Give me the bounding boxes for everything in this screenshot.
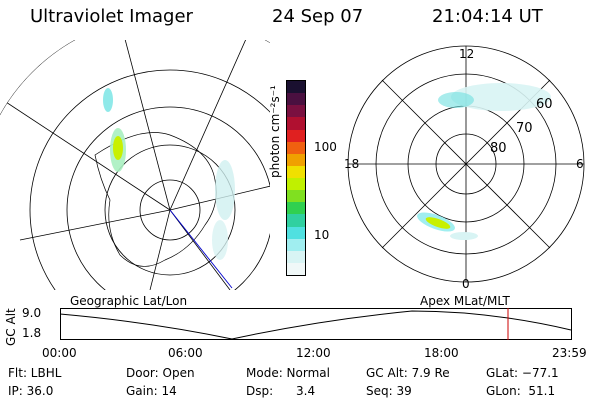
info-ip: IP: 36.0 — [8, 384, 54, 398]
colorbar-tick-100: 100 — [314, 140, 337, 154]
colorbar-segment — [287, 202, 305, 215]
info-glon: GLon: 51.1 — [486, 384, 556, 398]
lat-circle-60 — [66, 106, 270, 290]
colorbar-segment — [287, 190, 305, 203]
mlt-label-12: 12 — [459, 47, 474, 61]
altitude-ytick-low: 1.8 — [22, 326, 42, 340]
info-gain: Gain: 14 — [126, 384, 177, 398]
aurora-emission — [103, 88, 235, 260]
info-mode: Mode: Normal — [246, 366, 330, 380]
time-tick-4: 23:59 — [552, 346, 587, 360]
colorbar-segment — [287, 250, 305, 263]
instrument-title: Ultraviolet Imager — [30, 6, 193, 27]
colorbar-segment — [287, 105, 305, 118]
time-tick-0: 00:00 — [42, 346, 77, 360]
lat-label-70: 70 — [516, 121, 533, 136]
colorbar-unit-label: photon cm⁻²s⁻¹ — [268, 85, 282, 178]
time-tick-2: 12:00 — [296, 346, 331, 360]
info-glat: GLat: −77.1 — [486, 366, 559, 380]
right-panel-label: Apex MLat/MLT — [420, 294, 510, 308]
meridian-line — [19, 209, 171, 241]
info-seq: Seq: 39 — [366, 384, 412, 398]
meridian-line — [119, 40, 171, 211]
satellite-track — [169, 209, 233, 289]
meridian-line — [149, 209, 171, 290]
info-gcalt: GC Alt: 7.9 Re — [366, 366, 450, 380]
mlt-label-18: 18 — [344, 157, 359, 171]
magnetic-polar-plot: 12 18 6 0 60 70 80 — [344, 45, 585, 291]
info-flt: Flt: LBHL — [8, 366, 62, 380]
colorbar — [286, 80, 306, 276]
antarctica-coastline — [94, 132, 217, 267]
lat-label-80: 80 — [490, 141, 507, 156]
meridian-line — [169, 209, 231, 290]
colorbar-segment — [287, 214, 305, 227]
colorbar-segment — [287, 93, 305, 106]
info-dsp: Dsp: 3.4 — [246, 384, 316, 398]
meridian-line — [169, 40, 251, 211]
altitude-curve — [60, 310, 572, 340]
colorbar-segment — [287, 81, 305, 94]
colorbar-segment — [287, 226, 305, 239]
colorbar-segment — [287, 153, 305, 166]
colorbar-segment — [287, 117, 305, 130]
colorbar-tick-10: 10 — [314, 228, 330, 242]
mlt-label-6: 6 — [576, 157, 584, 171]
info-door: Door: Open — [126, 366, 195, 380]
lat-label-60: 60 — [536, 97, 553, 112]
aurora-emission-mag — [417, 83, 551, 240]
time-tick-3: 18:00 — [424, 346, 459, 360]
altitude-ylabel: GC Alt — [4, 308, 18, 346]
meridian-line — [0, 84, 171, 211]
colorbar-segment — [287, 238, 305, 251]
left-panel-label: Geographic Lat/Lon — [70, 294, 188, 308]
lat-circle-70 — [104, 144, 236, 276]
altitude-plot — [60, 308, 572, 340]
colorbar-segment — [287, 262, 305, 275]
time-tick-1: 06:00 — [168, 346, 203, 360]
date-label: 24 Sep 07 — [272, 6, 364, 27]
colorbar-segment — [287, 129, 305, 142]
colorbar-segment — [287, 165, 305, 178]
colorbar-segment — [287, 141, 305, 154]
geographic-map — [0, 40, 270, 290]
mlt-label-0: 0 — [462, 277, 470, 291]
lat-circle-50 — [29, 69, 270, 290]
time-label: 21:04:14 UT — [432, 6, 543, 27]
lat-circle-80 — [139, 179, 201, 241]
colorbar-segment — [287, 178, 305, 191]
altitude-ytick-high: 9.0 — [22, 306, 42, 320]
altitude-plot-frame — [60, 308, 572, 340]
